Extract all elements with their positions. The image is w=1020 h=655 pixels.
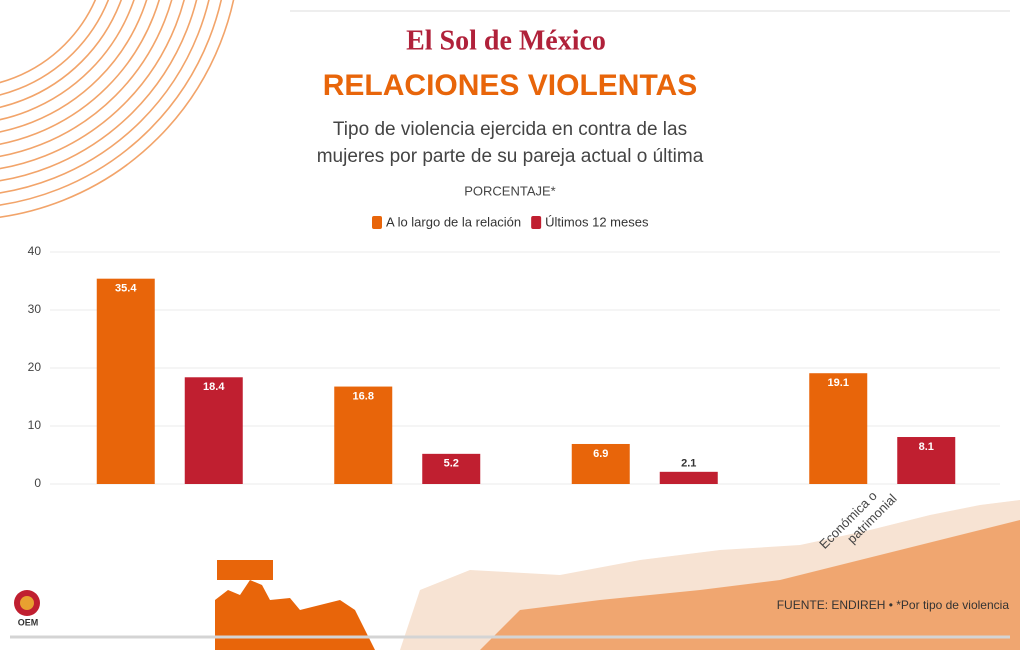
value-label: 19.1 <box>828 377 849 389</box>
bar <box>334 386 393 484</box>
brand: El Sol de México <box>406 25 606 56</box>
subtitle: mujeres por parte de su pareja actual o … <box>317 146 704 167</box>
legend-label: Últimos 12 meses <box>545 214 649 229</box>
bar <box>96 278 155 484</box>
decoration <box>0 0 235 218</box>
value-label: 2.1 <box>681 458 696 470</box>
legend-label: A lo largo de la relación <box>386 214 521 229</box>
y-axis-label: PORCENTAJE* <box>464 183 556 198</box>
y-tick-label: 10 <box>28 418 42 432</box>
bar <box>184 377 243 484</box>
value-label: 16.8 <box>353 390 374 402</box>
bar <box>659 471 718 484</box>
logo-text: OEM <box>18 617 39 627</box>
silhouette <box>215 580 375 650</box>
value-label: 35.4 <box>115 283 137 295</box>
y-tick-label: 40 <box>28 244 42 258</box>
bar <box>809 373 868 484</box>
sign <box>217 560 273 580</box>
bar <box>571 443 630 484</box>
value-label: 8.1 <box>919 441 934 453</box>
value-label: 18.4 <box>203 381 225 393</box>
y-tick-label: 0 <box>34 476 41 490</box>
source: FUENTE: ENDIREH • *Por tipo de violencia <box>777 598 1010 612</box>
subtitle: Tipo de violencia ejercida en contra de … <box>333 119 687 140</box>
y-tick-label: 20 <box>28 360 42 374</box>
paper-front <box>480 520 1020 650</box>
y-tick-label: 30 <box>28 302 42 316</box>
logo-mark <box>20 596 34 610</box>
legend-swatch <box>531 216 542 229</box>
chart-title: RELACIONES VIOLENTAS <box>323 69 697 102</box>
value-label: 6.9 <box>593 448 608 460</box>
bar <box>897 437 956 484</box>
legend-swatch <box>372 216 382 229</box>
value-label: 5.2 <box>444 458 459 470</box>
bar <box>422 453 481 484</box>
